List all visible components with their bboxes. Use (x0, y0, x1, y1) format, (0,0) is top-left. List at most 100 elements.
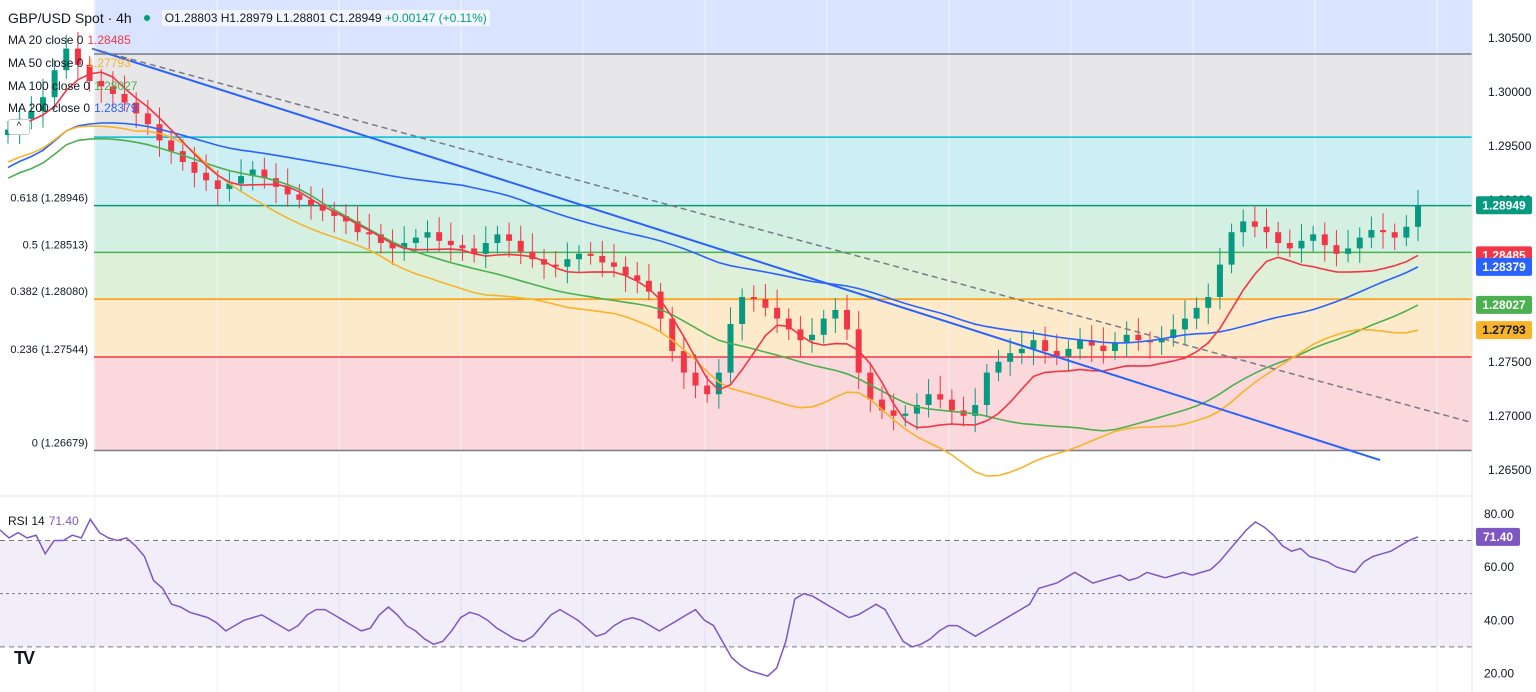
candle-body[interactable] (39, 97, 46, 112)
candle-body[interactable] (680, 351, 687, 373)
candle-body[interactable] (273, 178, 280, 187)
candle-body[interactable] (179, 151, 186, 162)
candle-body[interactable] (913, 405, 920, 414)
candle-body[interactable] (1286, 243, 1293, 249)
candle-body[interactable] (1170, 329, 1177, 339)
candle-body[interactable] (972, 405, 979, 416)
candle-body[interactable] (622, 266, 629, 276)
candle-body[interactable] (1018, 348, 1025, 354)
candle-body[interactable] (552, 264, 559, 267)
candle-body[interactable] (1112, 342, 1119, 351)
candle-body[interactable] (354, 221, 361, 233)
candle-body[interactable] (669, 318, 676, 351)
chevron-up-icon[interactable]: ^ (8, 119, 30, 135)
candle-body[interactable] (774, 307, 781, 319)
candle-body[interactable] (63, 48, 70, 71)
candle-body[interactable] (739, 297, 746, 324)
candle-body[interactable] (878, 399, 885, 411)
candle-body[interactable] (867, 372, 874, 400)
candle-body[interactable] (1181, 318, 1188, 330)
candle-body[interactable] (214, 180, 221, 189)
candle-body[interactable] (832, 309, 839, 319)
candle-body[interactable] (1158, 338, 1165, 343)
candle-body[interactable] (249, 169, 256, 177)
indicator-ma200[interactable]: MA 200 close 0 1.28379 (8, 101, 137, 115)
candle-body[interactable] (1415, 205, 1421, 227)
candle-body[interactable] (634, 275, 641, 281)
candle-body[interactable] (902, 413, 909, 416)
candle-body[interactable] (1368, 230, 1375, 238)
candle-body[interactable] (983, 372, 990, 405)
ma50-line[interactable] (7, 125, 1419, 477)
candle-body[interactable] (599, 255, 606, 263)
candle-body[interactable] (1042, 340, 1049, 351)
candle-body[interactable] (412, 237, 419, 243)
candle-body[interactable] (238, 176, 245, 184)
candle-body[interactable] (1007, 353, 1014, 362)
candle-body[interactable] (307, 199, 314, 206)
candle-body[interactable] (1088, 340, 1095, 346)
candle-body[interactable] (74, 48, 81, 65)
candle-body[interactable] (1251, 221, 1258, 227)
candle-body[interactable] (447, 240, 454, 246)
indicator-ma50[interactable]: MA 50 close 0 1.27793 (8, 56, 131, 70)
candle-body[interactable] (168, 140, 175, 152)
candle-body[interactable] (785, 318, 792, 330)
candle-body[interactable] (727, 324, 734, 373)
candle-body[interactable] (51, 70, 58, 98)
candle-body[interactable] (692, 372, 699, 386)
candle-body[interactable] (133, 102, 140, 114)
candle-body[interactable] (1065, 348, 1072, 357)
candle-body[interactable] (1321, 234, 1328, 246)
candle-body[interactable] (319, 205, 326, 211)
candle-body[interactable] (1380, 230, 1387, 233)
candle-body[interactable] (948, 399, 955, 411)
candle-body[interactable] (1310, 234, 1317, 241)
candle-body[interactable] (704, 385, 711, 395)
candle-body[interactable] (296, 194, 303, 200)
candle-body[interactable] (1205, 297, 1212, 308)
trendline-blue[interactable] (91, 47, 1381, 462)
candle-body[interactable] (121, 93, 128, 103)
indicator-ma20[interactable]: MA 20 close 0 1.28485 (8, 33, 131, 47)
candle-body[interactable] (657, 291, 664, 319)
candle-body[interactable] (715, 372, 722, 395)
candle-body[interactable] (203, 172, 210, 181)
candle-body[interactable] (1240, 221, 1247, 233)
candle-body[interactable] (1345, 248, 1352, 254)
candle-body[interactable] (750, 297, 757, 300)
candle-body[interactable] (28, 111, 35, 119)
candle-body[interactable] (890, 410, 897, 416)
candle-body[interactable] (1228, 232, 1235, 265)
candle-body[interactable] (482, 243, 489, 254)
candle-body[interactable] (1123, 334, 1130, 343)
rsi-legend[interactable]: RSI 14 71.40 (8, 514, 79, 528)
candle-body[interactable] (844, 309, 851, 330)
candle-body[interactable] (226, 183, 233, 189)
candle-body[interactable] (529, 251, 536, 260)
candle-body[interactable] (1333, 245, 1340, 254)
indicator-ma100[interactable]: MA 100 close 0 1.28027 (8, 79, 137, 93)
trendline-dashed[interactable] (91, 47, 1476, 425)
candle-body[interactable] (1135, 334, 1142, 341)
candle-body[interactable] (1216, 264, 1223, 297)
candle-body[interactable] (809, 334, 816, 341)
symbol-title[interactable]: GBP/USD Spot · 4h (8, 10, 132, 26)
candle-body[interactable] (109, 86, 116, 94)
tradingview-logo-icon[interactable]: TV (14, 648, 35, 668)
candle-body[interactable] (1077, 340, 1084, 349)
candle-body[interactable] (342, 216, 349, 222)
candle-body[interactable] (436, 232, 443, 241)
candle-body[interactable] (564, 259, 571, 267)
ma20-line[interactable] (7, 71, 1419, 429)
candle-body[interactable] (575, 253, 582, 260)
rsi-line[interactable] (0, 517, 1419, 677)
candle-body[interactable] (1100, 345, 1107, 351)
candle-body[interactable] (191, 162, 198, 173)
candle-body[interactable] (937, 394, 944, 400)
ma100-line[interactable] (7, 137, 1419, 432)
candle-body[interactable] (424, 232, 431, 238)
candle-body[interactable] (1391, 232, 1398, 238)
candle-body[interactable] (995, 361, 1002, 373)
